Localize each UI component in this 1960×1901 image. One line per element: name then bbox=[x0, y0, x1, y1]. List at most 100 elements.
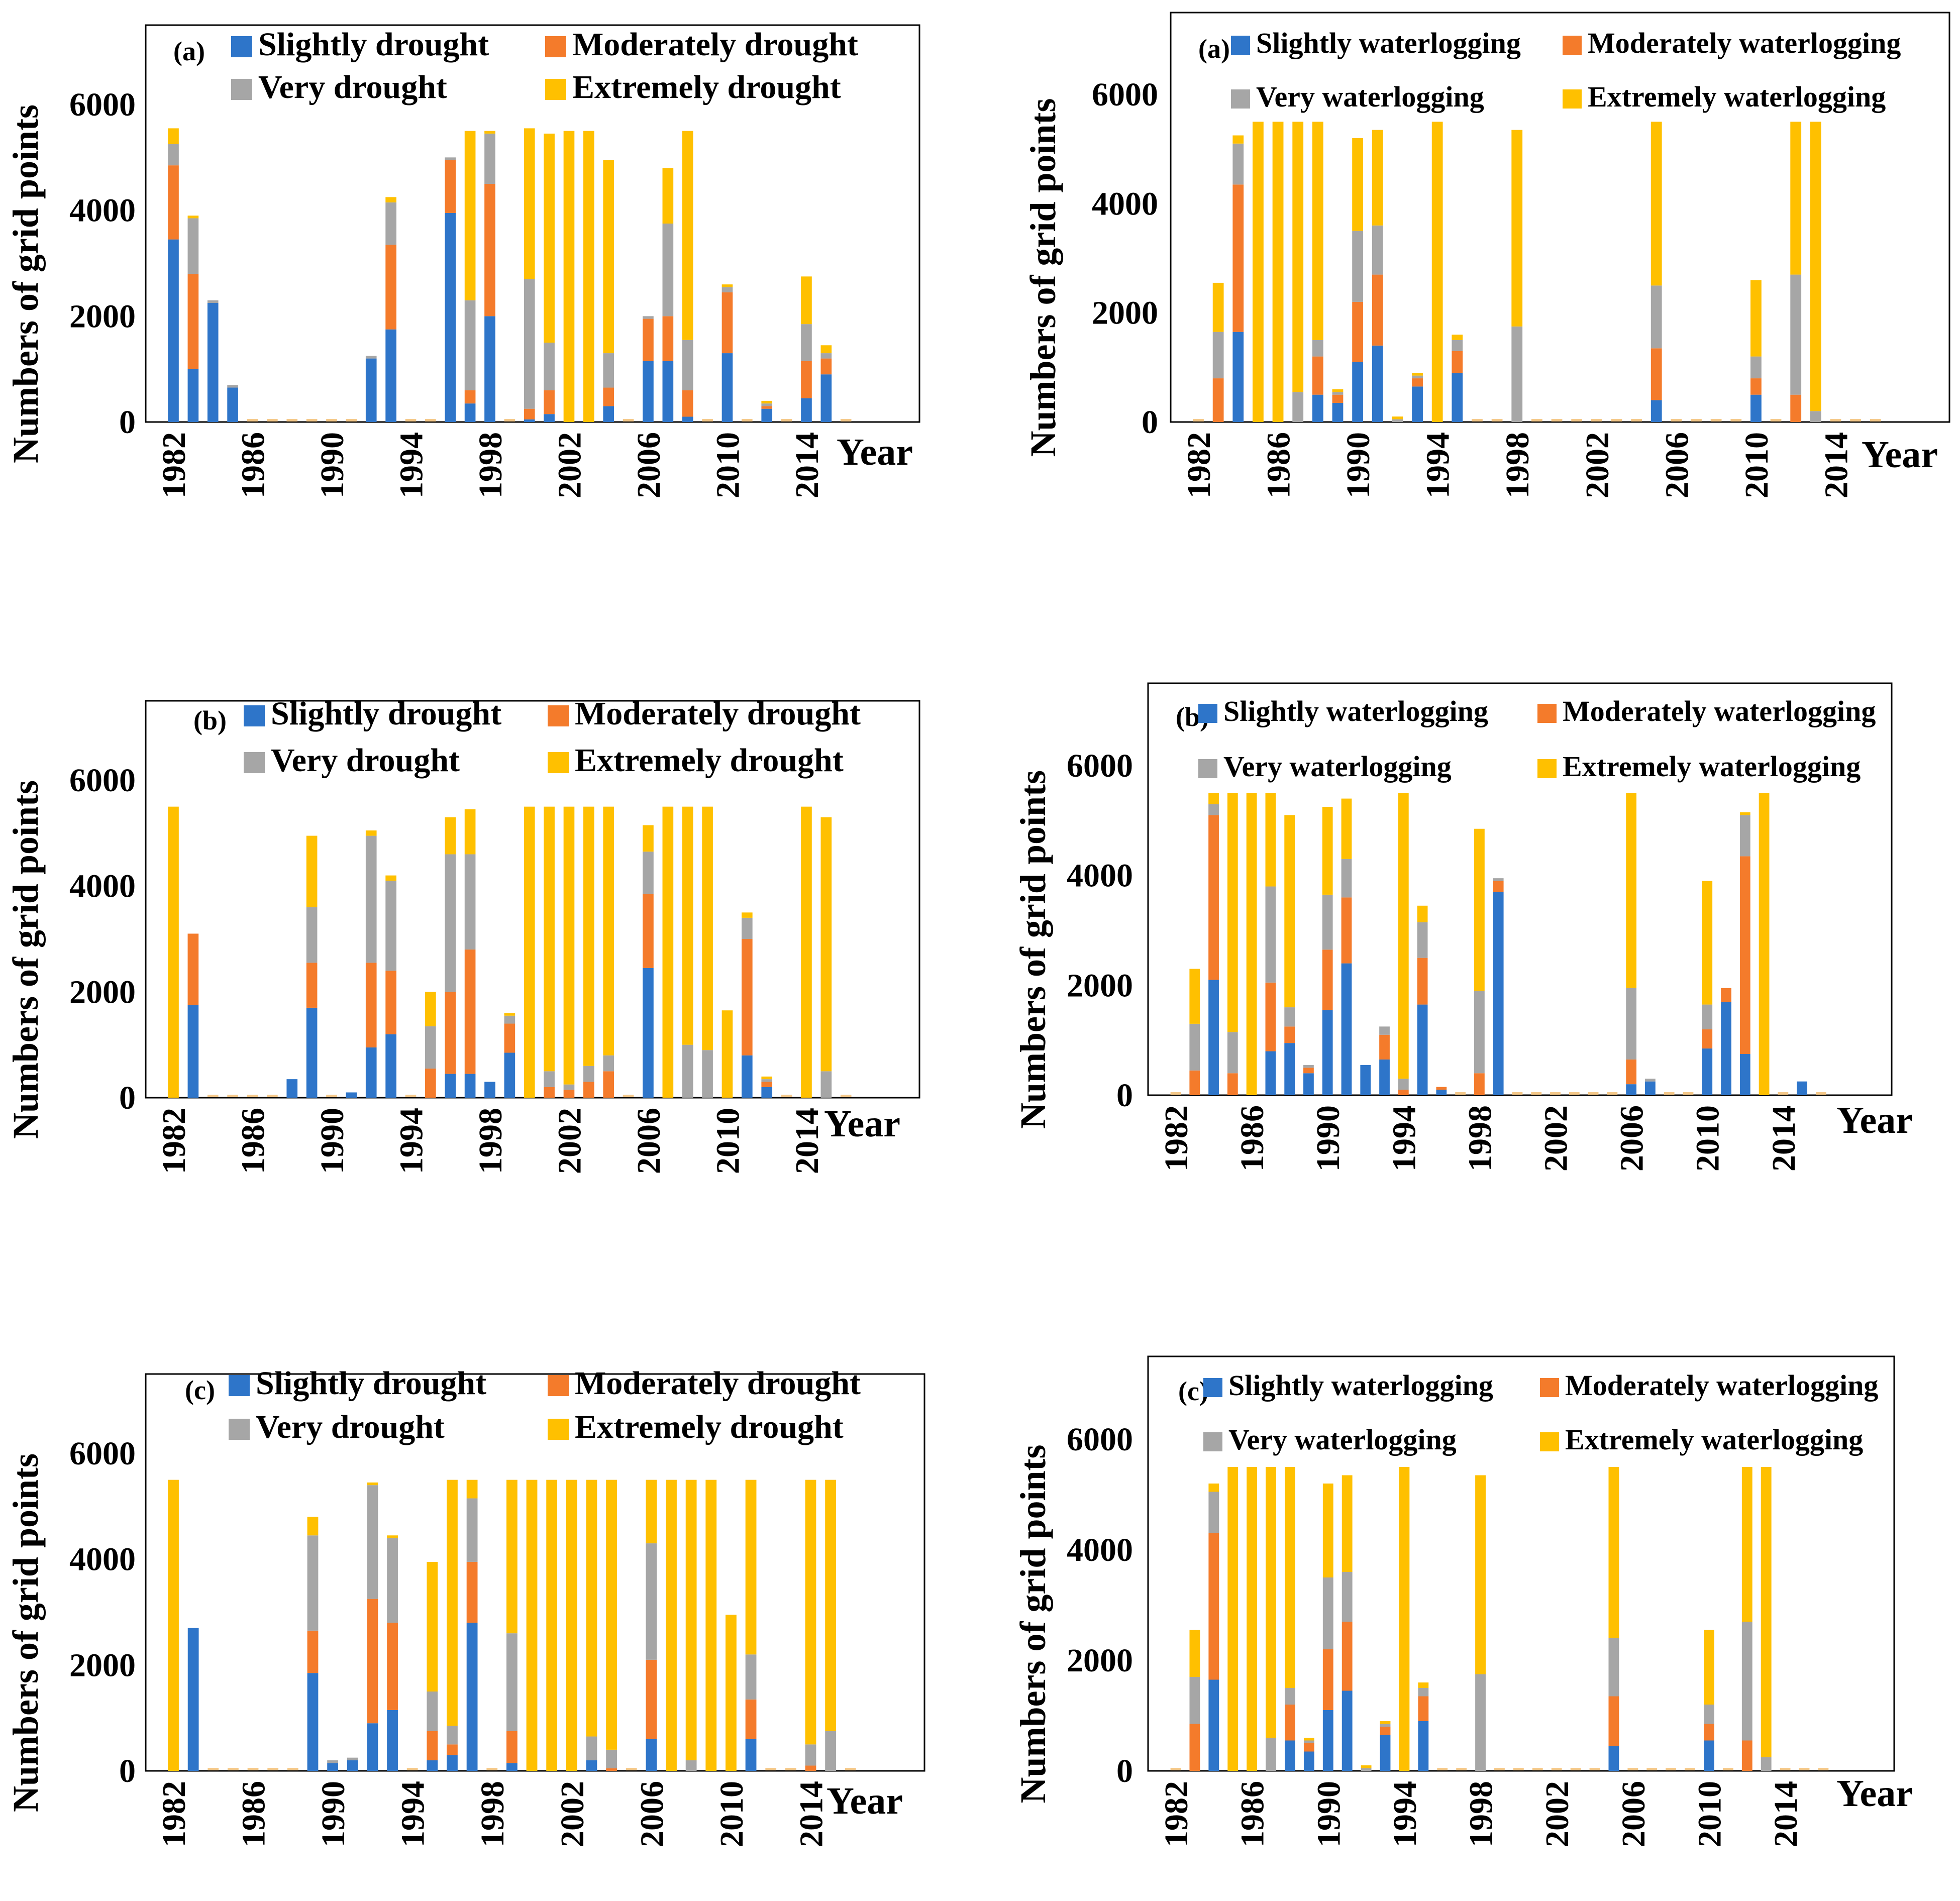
empty-year-mark bbox=[623, 1095, 634, 1097]
bar-extremely-2012 bbox=[761, 400, 773, 404]
bar-slightly-1999 bbox=[504, 1052, 515, 1098]
bar-extremely-1997 bbox=[466, 1480, 478, 1499]
bar-very-1993 bbox=[1412, 375, 1423, 379]
y-axis-label: Numbers of grid points bbox=[1023, 98, 1063, 457]
legend-swatch-very bbox=[1231, 89, 1250, 109]
bar-moderately-2006 bbox=[646, 1659, 657, 1739]
bar-very-2004 bbox=[603, 1055, 614, 1072]
bar-extremely-2010 bbox=[726, 1615, 737, 1771]
legend-label-very: Very waterlogging bbox=[1228, 1423, 1457, 1456]
empty-year-mark bbox=[1512, 1092, 1523, 1095]
bar-slightly-1997 bbox=[464, 1074, 476, 1098]
bar-very-1997 bbox=[464, 300, 476, 390]
bar-extremely-2002 bbox=[563, 131, 575, 423]
empty-year-mark bbox=[1589, 1768, 1600, 1770]
chart-panel-2: 0 2000 4000 6000 1982 1986 1990 1994 1998 2002 200… bbox=[6, 695, 920, 1174]
bar-slightly-1983 bbox=[187, 1005, 199, 1098]
bar-very-2012 bbox=[1739, 815, 1750, 857]
bar-moderately-2006 bbox=[1626, 1059, 1637, 1085]
bar-very-1998 bbox=[1511, 326, 1523, 422]
bar-very-2001 bbox=[544, 343, 555, 390]
bar-very-1993 bbox=[1380, 1724, 1391, 1727]
x-tick-label: 1998 bbox=[474, 1781, 511, 1847]
bar-slightly-1992 bbox=[365, 358, 377, 422]
bar-slightly-2014 bbox=[801, 398, 812, 422]
y-tick-label: 2000 bbox=[1092, 295, 1158, 332]
bar-slightly-2010 bbox=[1704, 1740, 1714, 1771]
bar-extremely-1993 bbox=[385, 197, 396, 202]
bar-extremely-1985 bbox=[1227, 793, 1238, 1032]
empty-year-mark bbox=[326, 1095, 337, 1097]
bar-moderately-1998 bbox=[484, 184, 495, 316]
bar-slightly-1996 bbox=[1436, 1090, 1447, 1095]
legend-label-extremely: Extremely drought bbox=[575, 1409, 844, 1445]
y-tick-label: 4000 bbox=[1092, 185, 1158, 222]
bar-very-2010 bbox=[1704, 1705, 1714, 1724]
empty-year-mark bbox=[286, 419, 298, 421]
legend-swatch-extremely bbox=[548, 1419, 569, 1440]
empty-year-mark bbox=[425, 419, 436, 421]
bar-very-2010 bbox=[1750, 356, 1762, 379]
bar-slightly-1995 bbox=[1418, 1721, 1429, 1771]
y-tick-label: 4000 bbox=[69, 192, 136, 229]
bar-moderately-1983 bbox=[187, 274, 199, 369]
legend-label-slightly: Slightly waterlogging bbox=[1228, 1369, 1493, 1402]
bar-extremely-1998 bbox=[1511, 130, 1523, 327]
x-tick-label: 1998 bbox=[1462, 1105, 1498, 1172]
bar-extremely-1982 bbox=[168, 1480, 179, 1771]
empty-year-mark bbox=[1722, 1768, 1733, 1770]
bar-very-1990 bbox=[1322, 1577, 1333, 1649]
bar-slightly-1999 bbox=[1493, 892, 1504, 1095]
x-tick-label: 1986 bbox=[235, 432, 271, 498]
bar-slightly-1988 bbox=[286, 1079, 298, 1098]
y-tick-label: 2000 bbox=[69, 974, 136, 1010]
legend-swatch-extremely bbox=[548, 752, 569, 773]
bar-very-1992 bbox=[365, 356, 377, 359]
bar-extremely-1997 bbox=[464, 131, 476, 300]
bar-slightly-1987 bbox=[1265, 1051, 1276, 1095]
bar-very-1993 bbox=[387, 1538, 398, 1623]
bar-very-2002 bbox=[563, 1084, 575, 1090]
bar-extremely-1988 bbox=[1284, 815, 1295, 1008]
bar-very-1990 bbox=[1322, 894, 1333, 950]
y-tick-label: 2000 bbox=[69, 1647, 136, 1683]
bar-moderately-1989 bbox=[1303, 1743, 1314, 1752]
legend-label-moderately: Moderately waterlogging bbox=[1565, 1369, 1878, 1402]
empty-year-mark bbox=[785, 1768, 796, 1770]
bar-extremely-1983 bbox=[1212, 282, 1224, 332]
bar-extremely-2001 bbox=[544, 806, 555, 1072]
y-axis-label: Numbers of grid points bbox=[6, 780, 46, 1139]
empty-year-mark bbox=[840, 1095, 852, 1097]
bar-extremely-2012 bbox=[1790, 122, 1802, 275]
bar-slightly-1993 bbox=[1379, 1059, 1390, 1095]
bar-very-2014 bbox=[801, 324, 812, 361]
bar-very-1989 bbox=[307, 1535, 319, 1631]
legend-swatch-very bbox=[231, 79, 252, 100]
bar-moderately-1990 bbox=[1352, 301, 1364, 362]
bar-extremely-2000 bbox=[524, 128, 535, 279]
bar-moderately-2012 bbox=[1739, 856, 1750, 1054]
bar-slightly-2006 bbox=[643, 968, 654, 1098]
bar-moderately-1993 bbox=[1379, 1034, 1390, 1060]
legend-label-slightly: Slightly waterlogging bbox=[1256, 27, 1521, 59]
legend-label-moderately: Moderately drought bbox=[572, 26, 858, 63]
bar-moderately-1983 bbox=[1189, 1070, 1200, 1095]
bar-extremely-2004 bbox=[603, 806, 614, 1055]
empty-year-mark bbox=[1456, 1768, 1467, 1770]
bar-extremely-1991 bbox=[1341, 798, 1352, 859]
bar-very-1987 bbox=[1292, 392, 1304, 422]
empty-year-mark bbox=[267, 419, 278, 421]
legend-label-very: Very drought bbox=[256, 1409, 445, 1445]
bar-moderately-2012 bbox=[761, 1082, 773, 1087]
legend: Slightly waterlogging Moderately waterlog… bbox=[1231, 27, 1901, 113]
empty-year-mark bbox=[1691, 419, 1702, 421]
x-tick-label: 1990 bbox=[1310, 1105, 1347, 1172]
empty-year-mark bbox=[1666, 1768, 1677, 1770]
bar-very-2015 bbox=[820, 353, 832, 359]
bar-very-1988 bbox=[1285, 1688, 1295, 1705]
bar-moderately-2014 bbox=[805, 1765, 816, 1771]
empty-year-mark bbox=[1551, 419, 1563, 421]
x-tick-label: 1994 bbox=[395, 1781, 432, 1847]
bar-slightly-1984 bbox=[1208, 1679, 1219, 1771]
y-tick-label: 0 bbox=[1116, 1753, 1133, 1789]
